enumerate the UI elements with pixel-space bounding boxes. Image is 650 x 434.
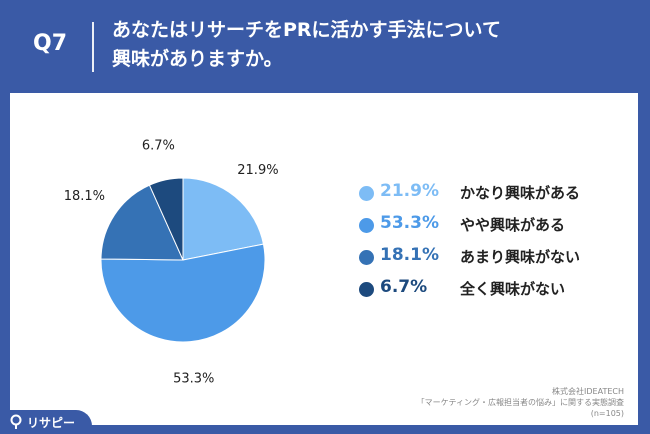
research-magnifier-icon	[10, 414, 22, 429]
legend-label-1: かなり興味がある	[460, 184, 581, 202]
source-survey: 「マーケティング・広報担当者の悩み」に関する実態調査	[416, 398, 624, 407]
question-title-line-2: 興味がありますか。	[112, 48, 283, 70]
question-header: Q7 あなたはリサーチをPRに活かす手法について 興味がありますか。	[0, 0, 650, 92]
legend-swatch-3	[359, 250, 374, 265]
brand-name: リサピー	[27, 416, 76, 430]
pie-label-2: 53.3%	[173, 372, 214, 387]
source-note: 株式会社IDEATECH 「マーケティング・広報担当者の悩み」に関する実態調査 …	[417, 386, 624, 419]
question-number: Q7	[33, 31, 68, 56]
legend-label-4: 全く興味がない	[460, 280, 566, 298]
pie-label-3: 18.1%	[64, 189, 105, 204]
pie-slice-1	[182, 177, 265, 261]
pie-slice-4	[148, 177, 184, 261]
legend-value-4: 6.7%	[380, 277, 428, 297]
legend-swatch-1	[359, 186, 374, 201]
header-divider	[92, 22, 94, 72]
legend-swatch-4	[359, 282, 374, 297]
pie-chart: 21.9% 53.3% 18.1% 6.7%	[64, 139, 279, 387]
question-title: あなたはリサーチをPRに活かす手法について 興味がありますか。	[112, 16, 632, 74]
pie-slice-2	[100, 243, 266, 343]
legend-label-2: やや興味がある	[460, 216, 566, 234]
pie-label-4: 6.7%	[142, 139, 175, 154]
source-company: 株式会社IDEATECH	[552, 387, 624, 396]
question-title-line-1: あなたはリサーチをPRに活かす手法について	[112, 19, 501, 41]
pie-label-1: 21.9%	[237, 163, 278, 178]
legend-value-2: 53.3%	[380, 213, 439, 233]
pie-slice-3	[100, 184, 184, 261]
legend-label-3: あまり興味がない	[460, 248, 581, 266]
source-sample-size: (n=105)	[590, 409, 624, 418]
legend-value-3: 18.1%	[380, 245, 439, 265]
legend-swatch-2	[359, 218, 374, 233]
brand-badge: リサピー	[0, 410, 92, 434]
chart-panel: 21.9% 53.3% 18.1% 6.7% 21.9% かなり興味がある 53.3% やや…	[10, 93, 638, 425]
legend-value-1: 21.9%	[380, 181, 439, 201]
